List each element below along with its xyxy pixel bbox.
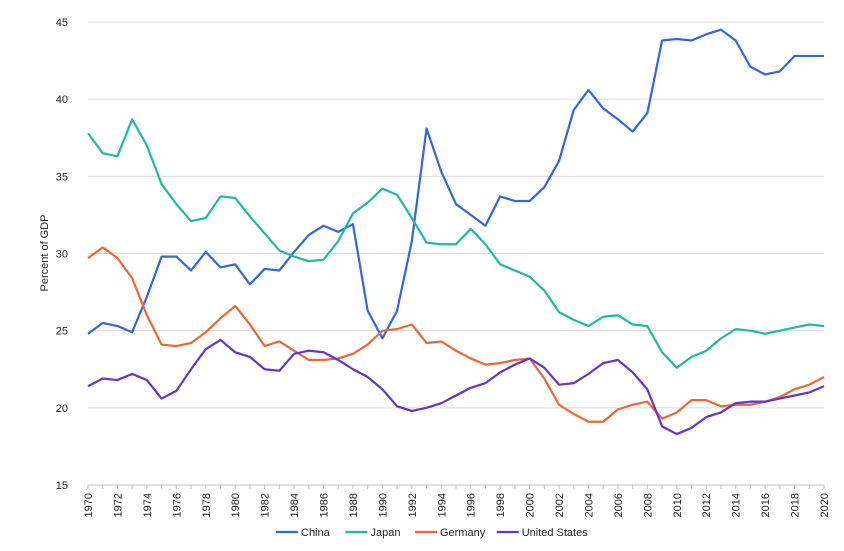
series-lines — [87, 28, 825, 436]
y-tick-label: 15 — [56, 480, 68, 492]
series-line-united-states — [87, 338, 825, 436]
x-tick-label: 1994 — [436, 493, 448, 517]
x-tick-label: 2006 — [613, 493, 625, 517]
y-tick-label: 45 — [56, 17, 68, 29]
x-tick-label: 2004 — [583, 493, 595, 517]
x-axis-ticks: 1970 1972 1974 1976 1978 1980 1982 1984 1986 1988… — [83, 493, 831, 517]
x-tick-label: 2016 — [760, 493, 772, 517]
legend-label-china: China — [301, 527, 331, 539]
x-tick-label: 1982 — [260, 493, 272, 517]
x-tick-label: 1974 — [142, 493, 154, 517]
x-tick-label: 1972 — [112, 493, 124, 517]
x-tick-label: 1988 — [348, 493, 360, 517]
x-tick-label: 1976 — [171, 493, 183, 517]
y-tick-label: 25 — [56, 326, 68, 338]
legend-label-united-states: United States — [522, 527, 589, 539]
y-tick-label: 20 — [56, 403, 68, 415]
x-tick-label: 1998 — [495, 493, 507, 517]
x-tick-label: 1980 — [230, 493, 242, 517]
y-tick-label: 30 — [56, 249, 68, 261]
x-axis — [87, 484, 825, 489]
x-tick-label: 1986 — [319, 493, 331, 517]
series-line-china — [87, 28, 824, 340]
legend-label-japan: Japan — [371, 527, 401, 539]
y-axis-label: Percent of GDP — [39, 214, 51, 291]
x-tick-label: 2020 — [819, 493, 831, 517]
x-tick-label: 1990 — [377, 493, 389, 517]
x-tick-label: 2002 — [554, 493, 566, 517]
x-tick-label: 2012 — [701, 493, 713, 517]
y-tick-label: 35 — [56, 171, 68, 183]
x-tick-label: 2010 — [672, 493, 684, 517]
y-tick-label: 40 — [56, 94, 68, 106]
gridlines — [88, 21, 824, 409]
x-tick-label: 1978 — [201, 493, 213, 517]
x-tick-label: 2008 — [642, 493, 654, 517]
legend-label-germany: Germany — [440, 527, 486, 539]
series-line-japan — [87, 118, 825, 369]
x-tick-label: 1984 — [289, 493, 301, 517]
x-tick-label: 1996 — [466, 493, 478, 517]
x-tick-label: 2000 — [525, 493, 537, 517]
x-tick-label: 1992 — [407, 493, 419, 517]
x-tick-label: 2018 — [790, 493, 802, 517]
x-tick-label: 2014 — [731, 493, 743, 517]
series-line-germany — [87, 246, 825, 423]
legend: China Japan Germany United States — [276, 527, 588, 539]
x-tick-label: 1970 — [83, 493, 95, 517]
y-axis-ticks: 15 20 25 30 35 40 45 — [56, 17, 68, 492]
